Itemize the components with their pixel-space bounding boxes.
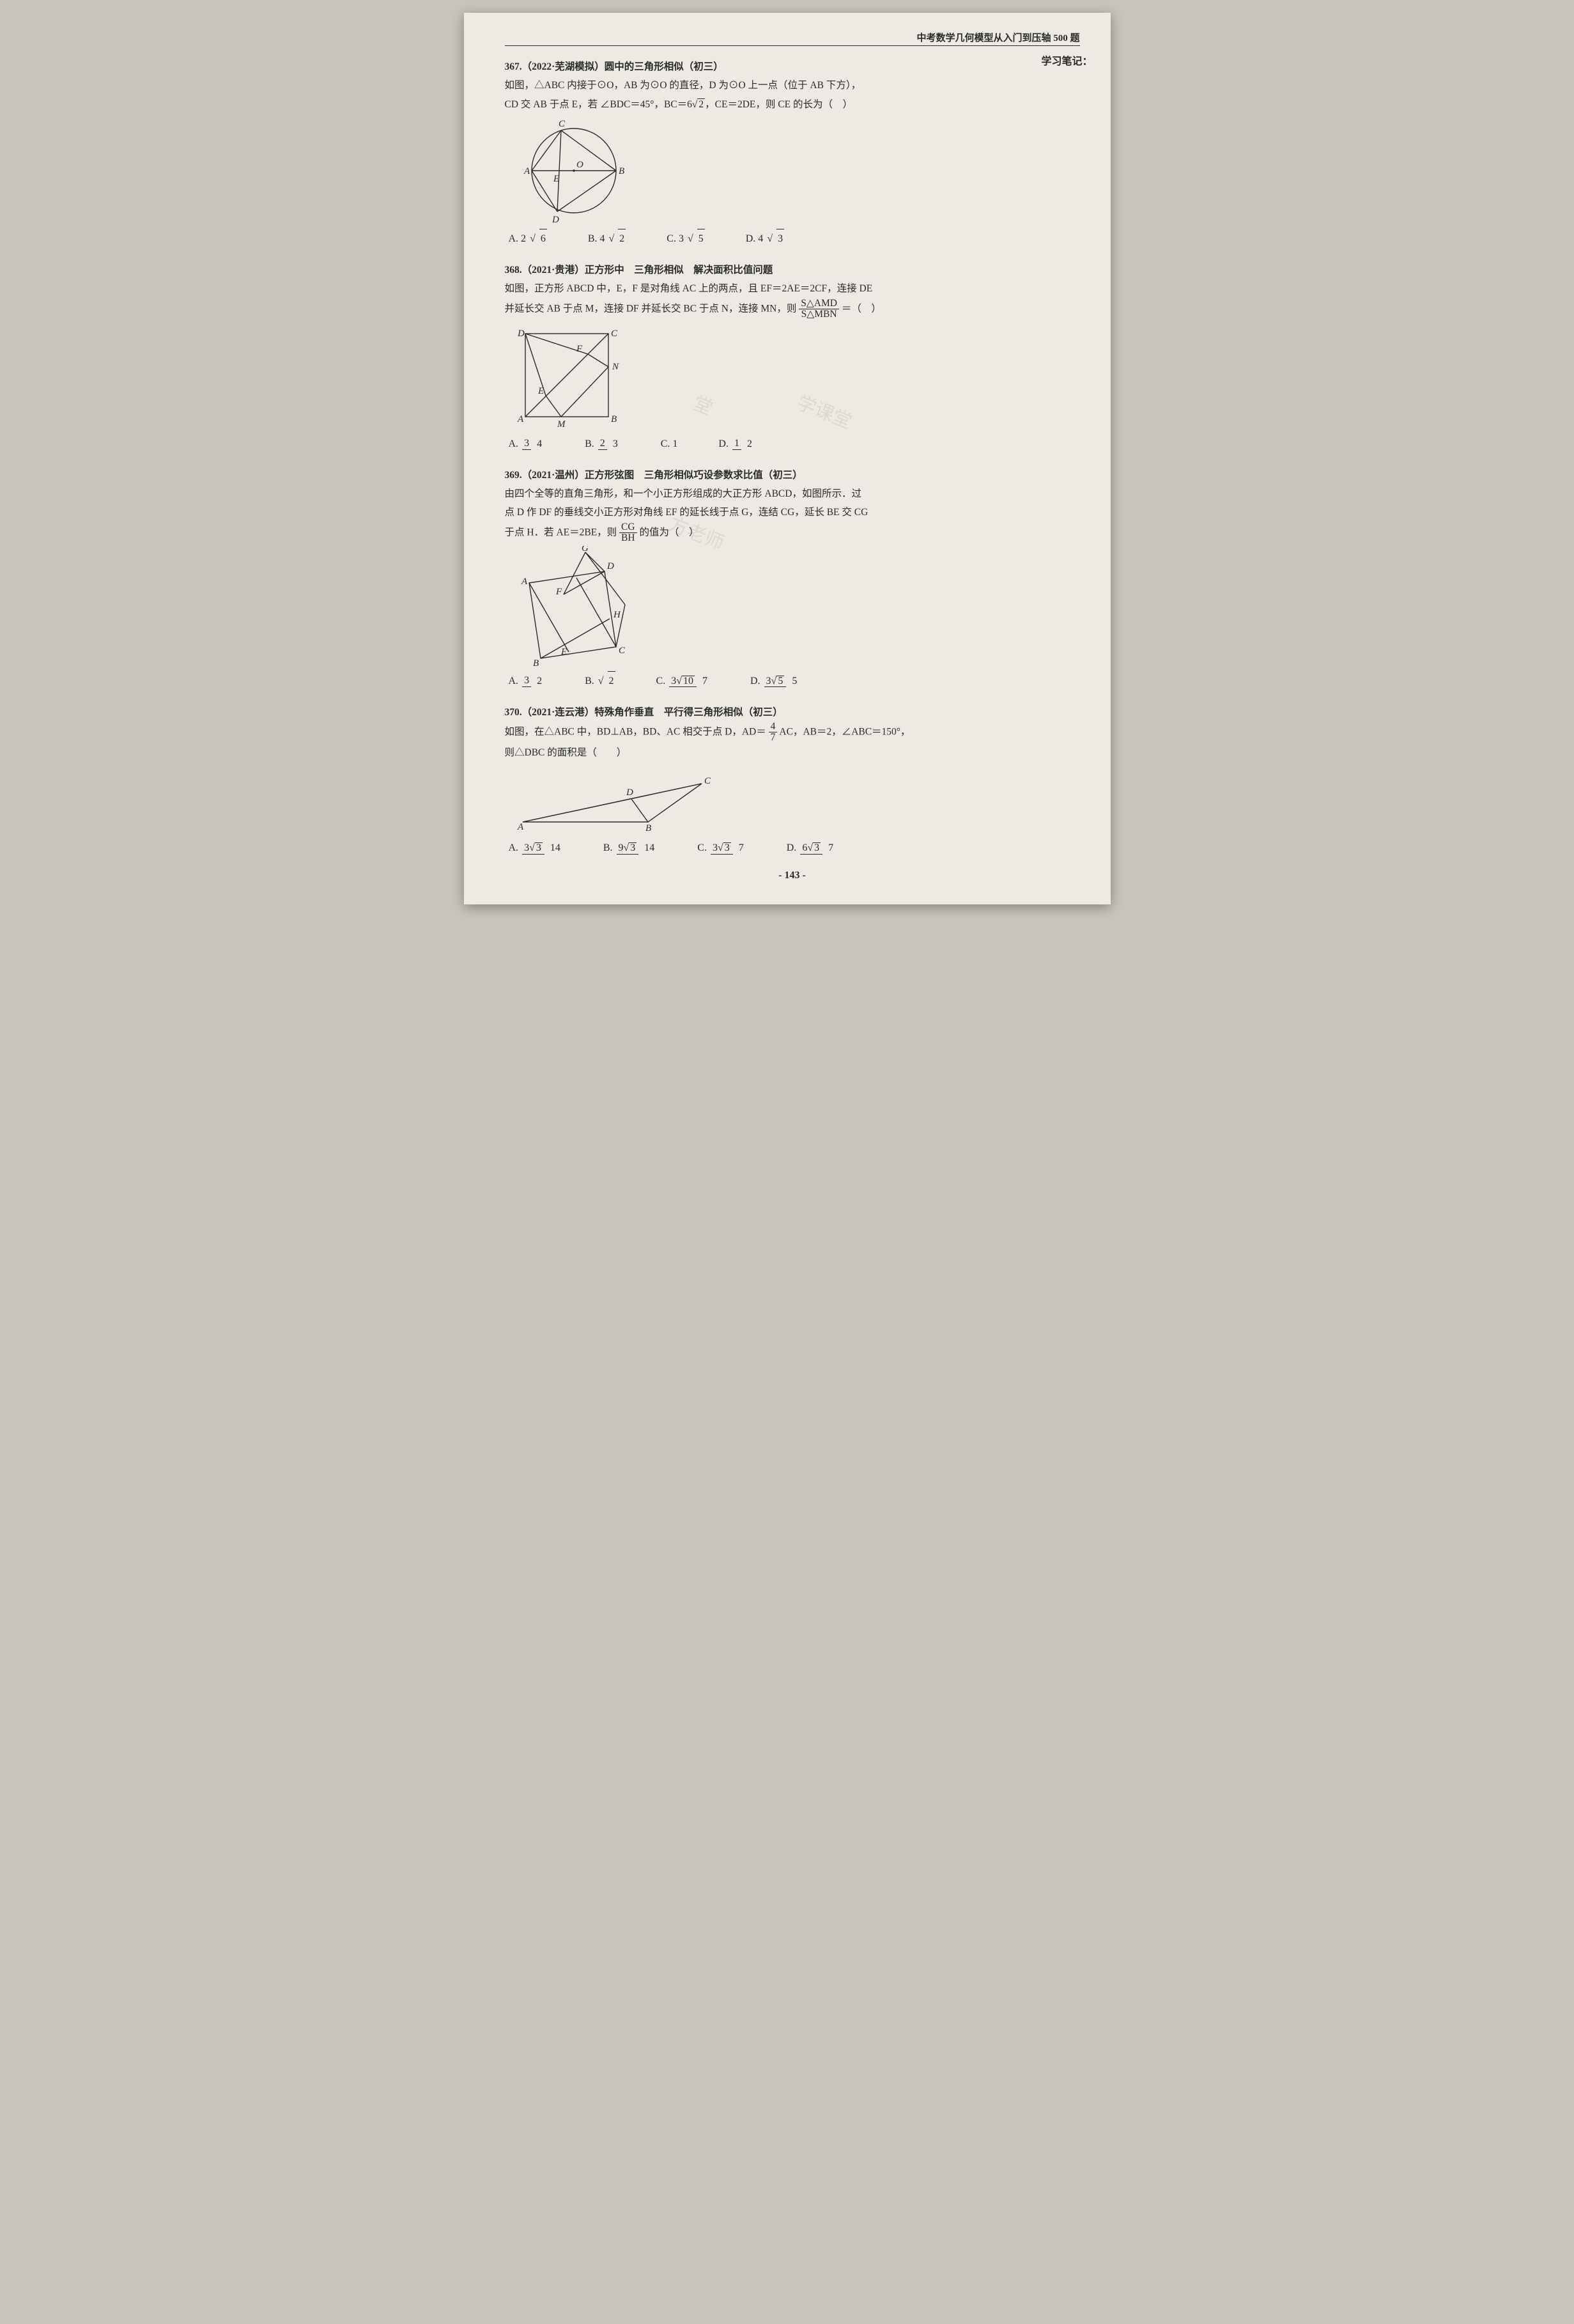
figure-370: A B C D xyxy=(510,764,1080,835)
text: 于点 H．若 AE＝2BE，则 xyxy=(505,527,620,538)
label-A: A xyxy=(521,577,528,587)
problem-head: 370.（2021·连云港）特殊角作垂直 平行得三角形相似（初三） xyxy=(505,703,1080,722)
choices-368: A. 34 B. 23 C. 1 D. 12 xyxy=(509,435,1080,454)
figure-369: A B C D E F G H xyxy=(510,546,1080,667)
text: 并延长交 AB 于点 M，连接 DF 并延长交 BC 于点 N，连接 MN，则 xyxy=(505,303,799,314)
label-B: B xyxy=(619,166,624,176)
problem-368: 368.（2021·贵港）正方形中 三角形相似 解决面积比值问题 如图，正方形 … xyxy=(505,261,1080,454)
choices-367: A. 2√6 B. 4√2 C. 3√5 D. 4√3 xyxy=(509,229,1080,249)
fraction: S△AMDS△MBN xyxy=(799,298,839,320)
figure-368: D C A B E F M N xyxy=(510,322,1080,431)
label-D: D xyxy=(626,787,633,798)
choice-D: D. 6√37 xyxy=(787,839,835,858)
choice-D: D. 3√55 xyxy=(750,671,799,691)
label-H: H xyxy=(613,610,621,620)
problem-line: 如图，△ABC 内接于⊙O，AB 为⊙O 的直径，D 为⊙O 上一点（位于 AB… xyxy=(505,76,1080,95)
choice-B: B. 4√2 xyxy=(588,229,626,249)
label-M: M xyxy=(557,419,566,430)
choice-C: C. 1 xyxy=(661,435,678,454)
figure-367: A B C D E O xyxy=(510,116,1080,225)
text: 如图，在△ABC 中，BD⊥AB，BD、AC 相交于点 D，AD＝ xyxy=(505,727,766,738)
radicand: 2 xyxy=(697,98,705,110)
problem-line: 如图，在△ABC 中，BD⊥AB，BD、AC 相交于点 D，AD＝ 47 AC，… xyxy=(505,722,1080,743)
label-O: O xyxy=(576,160,583,170)
label-D: D xyxy=(606,561,614,571)
choices-369: A. 32 B. √2 C. 3√107 D. 3√55 xyxy=(509,671,1080,691)
running-head: 中考数学几何模型从入门到压轴 500 题 xyxy=(505,31,1080,46)
label-C: C xyxy=(619,646,626,656)
choice-C: C. 3√5 xyxy=(667,229,704,249)
label-B: B xyxy=(611,414,617,424)
label-E: E xyxy=(553,174,559,184)
label-F: F xyxy=(576,344,583,354)
label-A: A xyxy=(517,822,524,832)
choices-370: A. 3√314 B. 9√314 C. 3√37 D. 6√37 xyxy=(509,839,1080,858)
problem-head: 368.（2021·贵港）正方形中 三角形相似 解决面积比值问题 xyxy=(505,261,1080,279)
label-C: C xyxy=(559,119,566,129)
label-A: A xyxy=(517,414,524,424)
problem-367: 367.（2022·芜湖模拟）圆中的三角形相似（初三） 如图，△ABC 内接于⊙… xyxy=(505,58,1080,249)
text: 的值为（ ） xyxy=(639,527,698,538)
choice-A: A. 2√6 xyxy=(509,229,547,249)
label-N: N xyxy=(612,362,619,372)
problem-370: 370.（2021·连云港）特殊角作垂直 平行得三角形相似（初三） 如图，在△A… xyxy=(505,703,1080,858)
fraction: 47 xyxy=(769,722,778,743)
problem-head: 367.（2022·芜湖模拟）圆中的三角形相似（初三） xyxy=(505,58,1080,76)
page-number: - 143 - xyxy=(505,870,1080,881)
problem-369: 369.（2021·温州）正方形弦图 三角形相似巧设参数求比值（初三） 由四个全… xyxy=(505,466,1080,692)
label-F: F xyxy=(555,587,562,597)
choice-C: C. 3√107 xyxy=(656,671,709,691)
choice-D: D. 4√3 xyxy=(746,229,784,249)
fraction: CGBH xyxy=(619,522,637,544)
label-D: D xyxy=(517,329,525,339)
problem-line: 则△DBC 的面积是（ ） xyxy=(505,743,1080,762)
problem-head: 369.（2021·温州）正方形弦图 三角形相似巧设参数求比值（初三） xyxy=(505,466,1080,484)
choice-A: A. 3√314 xyxy=(509,839,562,858)
text: ，CE＝2DE，则 CE 的长为（ ） xyxy=(705,99,853,110)
study-notes-label: 学习笔记： xyxy=(1041,52,1092,68)
choice-A: A. 32 xyxy=(509,671,544,691)
choice-B: B. 9√314 xyxy=(603,839,656,858)
text: AC，AB＝2，∠ABC＝150°， xyxy=(779,727,910,738)
label-A: A xyxy=(523,166,530,176)
label-C: C xyxy=(611,329,618,339)
problem-line: 由四个全等的直角三角形，和一个小正方形组成的大正方形 ABCD，如图所示．过 xyxy=(505,484,1080,503)
problem-line: 点 D 作 DF 的垂线交小正方形对角线 EF 的延长线于点 G，连结 CG，延… xyxy=(505,503,1080,522)
label-B: B xyxy=(533,658,539,667)
choice-B: B. 23 xyxy=(585,435,620,454)
choice-D: D. 12 xyxy=(718,435,754,454)
choice-B: B. √2 xyxy=(585,671,615,691)
page-sheet: 中考数学几何模型从入门到压轴 500 题 学习笔记： 堂 学课堂 方老师 367… xyxy=(464,13,1111,904)
label-G: G xyxy=(582,546,589,554)
label-D: D xyxy=(552,215,559,225)
problem-line: 如图，正方形 ABCD 中，E，F 是对角线 AC 上的两点，且 EF＝2AE＝… xyxy=(505,279,1080,298)
label-C: C xyxy=(704,776,711,786)
problem-line: 并延长交 AB 于点 M，连接 DF 并延长交 BC 于点 N，连接 MN，则 … xyxy=(505,298,1080,320)
label-E: E xyxy=(560,647,567,657)
problem-line: CD 交 AB 于点 E，若 ∠BDC＝45°，BC＝6√2，CE＝2DE，则 … xyxy=(505,95,1080,114)
text: CD 交 AB 于点 E，若 ∠BDC＝45°，BC＝6 xyxy=(505,99,692,110)
label-E: E xyxy=(537,386,544,396)
problem-line: 于点 H．若 AE＝2BE，则 CGBH 的值为（ ） xyxy=(505,522,1080,544)
choice-C: C. 3√37 xyxy=(697,839,745,858)
label-B: B xyxy=(645,823,651,833)
text: ＝（ ） xyxy=(842,303,881,314)
choice-A: A. 34 xyxy=(509,435,544,454)
